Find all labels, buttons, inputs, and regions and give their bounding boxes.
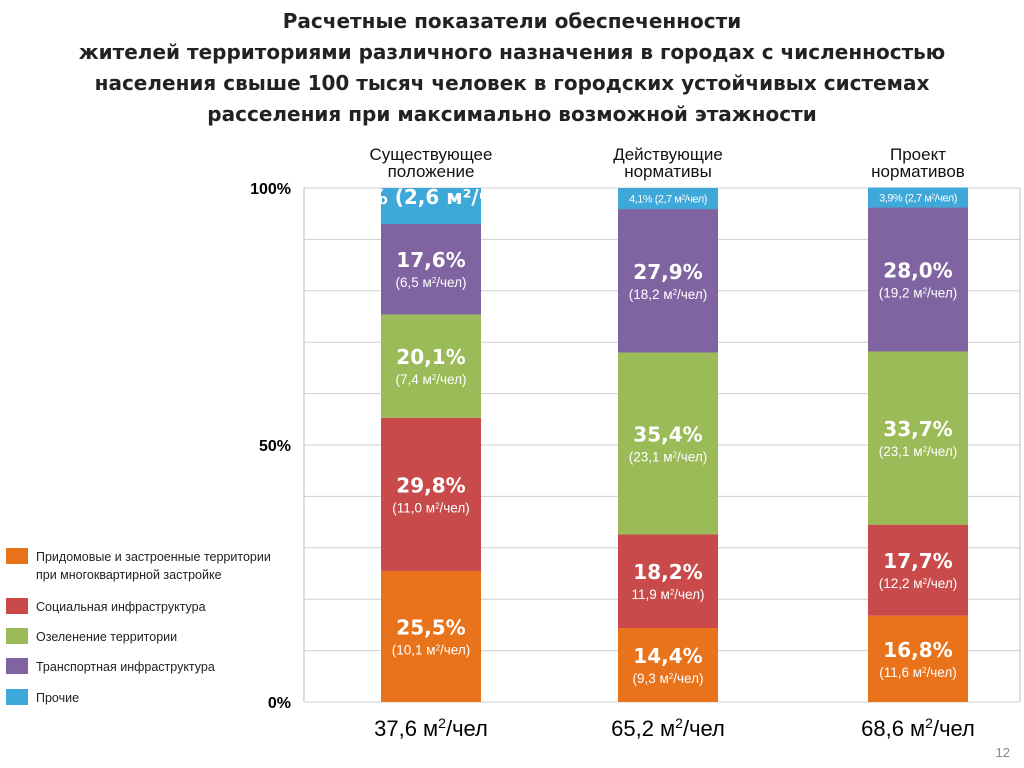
data-sublabel: (11,6 м2/чел) [879,665,956,680]
data-label: 4,1% (2,7 м2/чел) [629,194,707,206]
category-label: Действующие [613,145,723,164]
data-label: 17,6% [396,248,465,272]
legend-label: при многоквартирной застройке [36,568,222,582]
category-label: нормативов [871,162,965,181]
bar-segment [868,524,968,616]
bar-segment [618,209,718,353]
data-sublabel: (23,1 м2/чел) [629,449,707,464]
legend-label: Придомовые и застроенные территории [36,550,271,564]
title-line-1: Расчетные показатели обеспеченности [282,9,742,33]
data-label: 14,4% [633,644,702,668]
data-sublabel: (6,5 м2/чел) [396,275,467,290]
bar-segment [618,188,718,210]
data-sublabel: (7,4 м2/чел) [396,372,467,387]
bar-segment [381,314,481,418]
bar-segment [868,351,968,525]
category-label: Существующее [370,145,493,164]
y-tick-label: 50% [259,438,291,455]
data-sublabel: (10,1 м2/чел) [392,642,470,657]
bar-segment [381,417,481,571]
bar-segment [868,207,968,352]
data-label: 18,2% [633,560,702,584]
data-sublabel: (11,0 м2/чел) [392,500,469,515]
bar-total-label: 65,2 м2/чел [611,715,725,741]
data-label: 35,4% [633,422,702,446]
category-label: нормативы [624,162,712,181]
data-label: 25,5% [396,615,465,639]
category-label: Проект [890,145,946,164]
title-line-3: населения свыше 100 тысяч человек в горо… [94,71,930,95]
legend-label: Социальная инфраструктура [36,600,206,614]
chart-title: Расчетные показатели обеспеченности жите… [0,6,1024,130]
bar-segment [618,627,718,702]
title-line-4: расселения при максимально возможной эта… [207,102,817,126]
data-sublabel: (12,2 м2/чел) [879,576,957,591]
legend-swatch [6,658,28,674]
data-label: 7,0% (2,6 м²/чел) [332,185,529,209]
legend-label: Озеленение территории [36,630,177,644]
bar-total-label: 68,6 м2/чел [861,715,975,741]
data-sublabel: (9,3 м2/чел) [633,671,704,686]
legend-label: Прочие [36,691,79,705]
data-sublabel: 11,9 м2/чел) [632,587,705,602]
legend-swatch [6,548,28,564]
data-label: 3,9% (2,7 м2/чел) [879,193,957,205]
bar-total-label: 37,6 м2/чел [374,715,488,741]
y-tick-label: 100% [250,181,291,198]
data-label: 27,9% [633,260,702,284]
legend-swatch [6,598,28,614]
legend-swatch [6,689,28,705]
category-label: положение [388,162,475,181]
data-label: 17,7% [883,549,952,573]
data-label: 16,8% [883,638,952,662]
bar-segment [381,223,481,315]
title-line-2: жителей территориями различного назначен… [78,40,946,64]
bar-segment [868,615,968,702]
bar-segment [618,352,718,535]
data-label: 28,0% [883,258,952,282]
data-sublabel: (23,1 м2/чел) [879,444,957,459]
data-sublabel: (19,2 м2/чел) [879,285,957,300]
legend-swatch [6,628,28,644]
data-label: 20,1% [396,345,465,369]
data-label: 33,7% [883,417,952,441]
y-tick-label: 0% [268,695,291,712]
data-sublabel: (18,2 м2/чел) [629,287,707,302]
bar-segment [868,187,968,208]
page-number: 12 [995,745,1010,760]
legend-label: Транспортная инфраструктура [36,660,215,674]
data-label: 29,8% [396,473,465,497]
bar-segment [381,570,481,702]
bar-segment [618,534,718,628]
bar-segment [381,188,481,224]
